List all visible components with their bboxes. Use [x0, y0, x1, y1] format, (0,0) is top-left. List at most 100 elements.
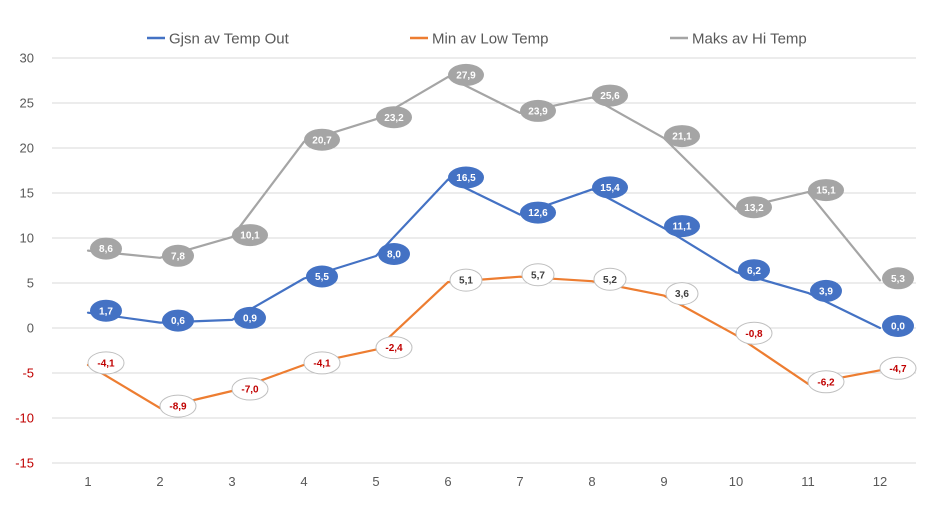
- x-tick-label: 2: [156, 474, 163, 489]
- data-label: 5,7: [521, 263, 555, 287]
- data-label-bubble: [234, 306, 266, 329]
- data-label-bubble: [306, 265, 338, 288]
- data-label-bubble: [90, 299, 122, 322]
- data-label: 5,1: [449, 268, 483, 292]
- y-axis-ticks: 30 25 20 15 10 5 0 -5 -10 -15: [15, 51, 34, 471]
- x-tick-label: 1: [84, 474, 91, 489]
- data-label: 27,9: [448, 63, 484, 86]
- data-label-bubble: [664, 215, 700, 238]
- data-label-text: 15,1: [816, 186, 836, 197]
- data-label-text: -8,9: [169, 402, 187, 413]
- data-label-text: 8,6: [99, 244, 113, 255]
- data-label-text: 11,1: [673, 222, 692, 233]
- data-label-bubble: [736, 196, 772, 219]
- data-label-text: -2,4: [385, 343, 403, 354]
- data-labels: -4,1 -8,9 -7,0 -4,1 -2,4 5,1 5,7 5,2 3,6 -0,8 -6,2…: [87, 63, 917, 418]
- data-label-text: -0,8: [745, 329, 763, 340]
- data-label: 23,2: [376, 106, 412, 129]
- data-label: 21,1: [664, 125, 700, 148]
- data-label-bubble: [232, 224, 268, 247]
- data-label: 11,1: [664, 215, 700, 238]
- data-label-bubble: [448, 166, 484, 189]
- data-label-bubble: [304, 128, 340, 151]
- data-label-bubble: [521, 263, 555, 287]
- legend-item: Gjsn av Temp Out: [147, 31, 290, 48]
- data-label: 8,6: [90, 237, 122, 260]
- series-lines: [86, 75, 882, 410]
- data-label: 20,7: [304, 128, 340, 151]
- data-label-text: 5,5: [315, 272, 329, 283]
- x-tick-label: 11: [801, 474, 815, 489]
- data-label-bubble: [882, 267, 914, 290]
- data-label-text: 5,3: [891, 274, 905, 285]
- series-line-3: [86, 75, 882, 282]
- data-label: 0,0: [882, 315, 914, 337]
- data-label-bubble: [879, 356, 917, 380]
- data-label-bubble: [375, 336, 413, 360]
- data-label-bubble: [378, 243, 410, 265]
- data-label-bubble: [593, 267, 627, 291]
- data-label-text: -7,0: [241, 385, 259, 396]
- data-label: 5,5: [306, 265, 338, 288]
- data-label-bubble: [87, 351, 125, 375]
- data-label: 10,1: [232, 224, 268, 247]
- data-label: 0,9: [234, 306, 266, 329]
- data-label-text: 23,2: [384, 113, 404, 124]
- y-tick-label: 5: [27, 276, 34, 291]
- data-label: -8,9: [159, 394, 197, 418]
- y-tick-label: 25: [20, 96, 34, 111]
- data-label-bubble: [735, 321, 773, 345]
- data-label-bubble: [520, 201, 556, 224]
- data-label-text: 5,1: [459, 276, 473, 287]
- data-label-bubble: [810, 279, 842, 302]
- legend-item: Min av Low Temp: [410, 31, 548, 48]
- data-label-text: 0,9: [243, 314, 257, 325]
- data-label-text: -4,1: [313, 359, 331, 370]
- data-label-text: 3,6: [675, 289, 689, 300]
- x-tick-label: 4: [300, 474, 307, 489]
- gridlines: [52, 57, 916, 464]
- data-label: -4,7: [879, 356, 917, 380]
- data-label: 6,2: [738, 259, 770, 282]
- data-label-text: -4,1: [97, 359, 115, 370]
- data-label-bubble: [162, 244, 194, 267]
- data-label: -6,2: [807, 370, 845, 394]
- data-label-bubble: [162, 309, 194, 332]
- data-label-text: 10,1: [240, 231, 260, 242]
- data-label: -4,1: [303, 351, 341, 375]
- x-tick-label: 3: [228, 474, 235, 489]
- data-label: 7,8: [162, 244, 194, 267]
- data-label: 3,6: [665, 282, 699, 306]
- data-label-text: 8,0: [387, 250, 401, 261]
- legend-label: Gjsn av Temp Out: [169, 31, 290, 48]
- data-label-bubble: [592, 84, 628, 107]
- y-tick-label: -10: [15, 411, 34, 426]
- data-label: 15,1: [808, 179, 844, 202]
- x-tick-label: 8: [588, 474, 595, 489]
- x-tick-label: 6: [444, 474, 451, 489]
- data-label-bubble: [90, 237, 122, 260]
- data-label: 3,9: [810, 279, 842, 302]
- data-label-text: 13,2: [744, 203, 764, 214]
- x-tick-label: 10: [729, 474, 743, 489]
- x-tick-label: 12: [873, 474, 887, 489]
- x-tick-label: 5: [372, 474, 379, 489]
- legend-label: Maks av Hi Temp: [692, 31, 807, 48]
- data-label-bubble: [808, 179, 844, 202]
- data-label-bubble: [664, 125, 700, 148]
- y-tick-label: 15: [20, 186, 34, 201]
- data-label: 1,7: [90, 299, 122, 322]
- data-label-bubble: [520, 99, 556, 122]
- data-label-text: 0,0: [891, 322, 905, 333]
- data-label: 23,9: [520, 99, 556, 122]
- data-label: 12,6: [520, 201, 556, 224]
- data-label-bubble: [882, 315, 914, 337]
- y-tick-label: 10: [20, 231, 34, 246]
- y-tick-label: 0: [27, 321, 34, 336]
- y-tick-label: -15: [15, 456, 34, 471]
- data-label: 8,0: [378, 243, 410, 265]
- data-label: -4,1: [87, 351, 125, 375]
- data-label-text: 1,7: [99, 306, 113, 317]
- data-label: 5,3: [882, 267, 914, 290]
- data-label-text: 21,1: [672, 132, 692, 143]
